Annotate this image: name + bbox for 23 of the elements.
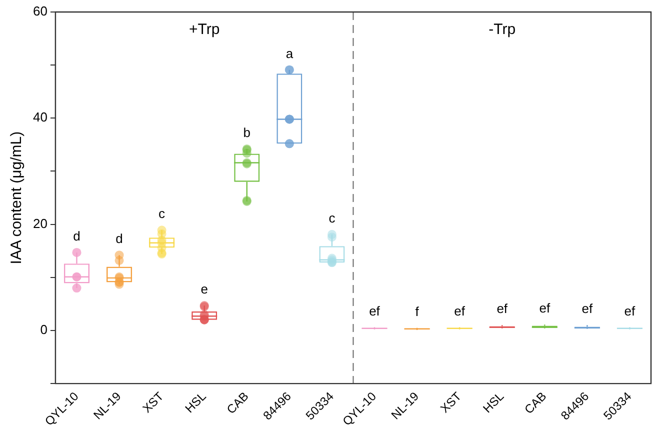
annotation: ef	[454, 303, 466, 318]
y-tick-label: 60	[32, 4, 48, 19]
annotation: e	[200, 282, 208, 297]
y-tick-label: 20	[32, 216, 48, 231]
annotation: c	[158, 206, 166, 222]
annotation: d	[116, 231, 123, 246]
x-tick-label: HSL	[182, 389, 210, 416]
annotation: a	[286, 46, 294, 61]
annotation: ef	[369, 303, 380, 318]
annotation: b	[243, 124, 250, 140]
annotation: ef	[496, 301, 508, 316]
y-tick-label: 40	[32, 110, 48, 125]
annotation: ef	[582, 301, 593, 316]
annotation: +Trp	[188, 21, 220, 38]
annotation: ef	[624, 303, 636, 318]
annotation: d	[73, 228, 80, 244]
x-tick-label: HSL	[480, 389, 507, 416]
y-tick-label: 0	[40, 322, 48, 338]
annotation: ef	[539, 300, 550, 316]
y-axis-title: IAA content (μg/mL)	[8, 131, 26, 264]
annotation: -Trp	[488, 21, 516, 38]
annotation: c	[328, 210, 336, 226]
annotation: f	[415, 304, 420, 319]
